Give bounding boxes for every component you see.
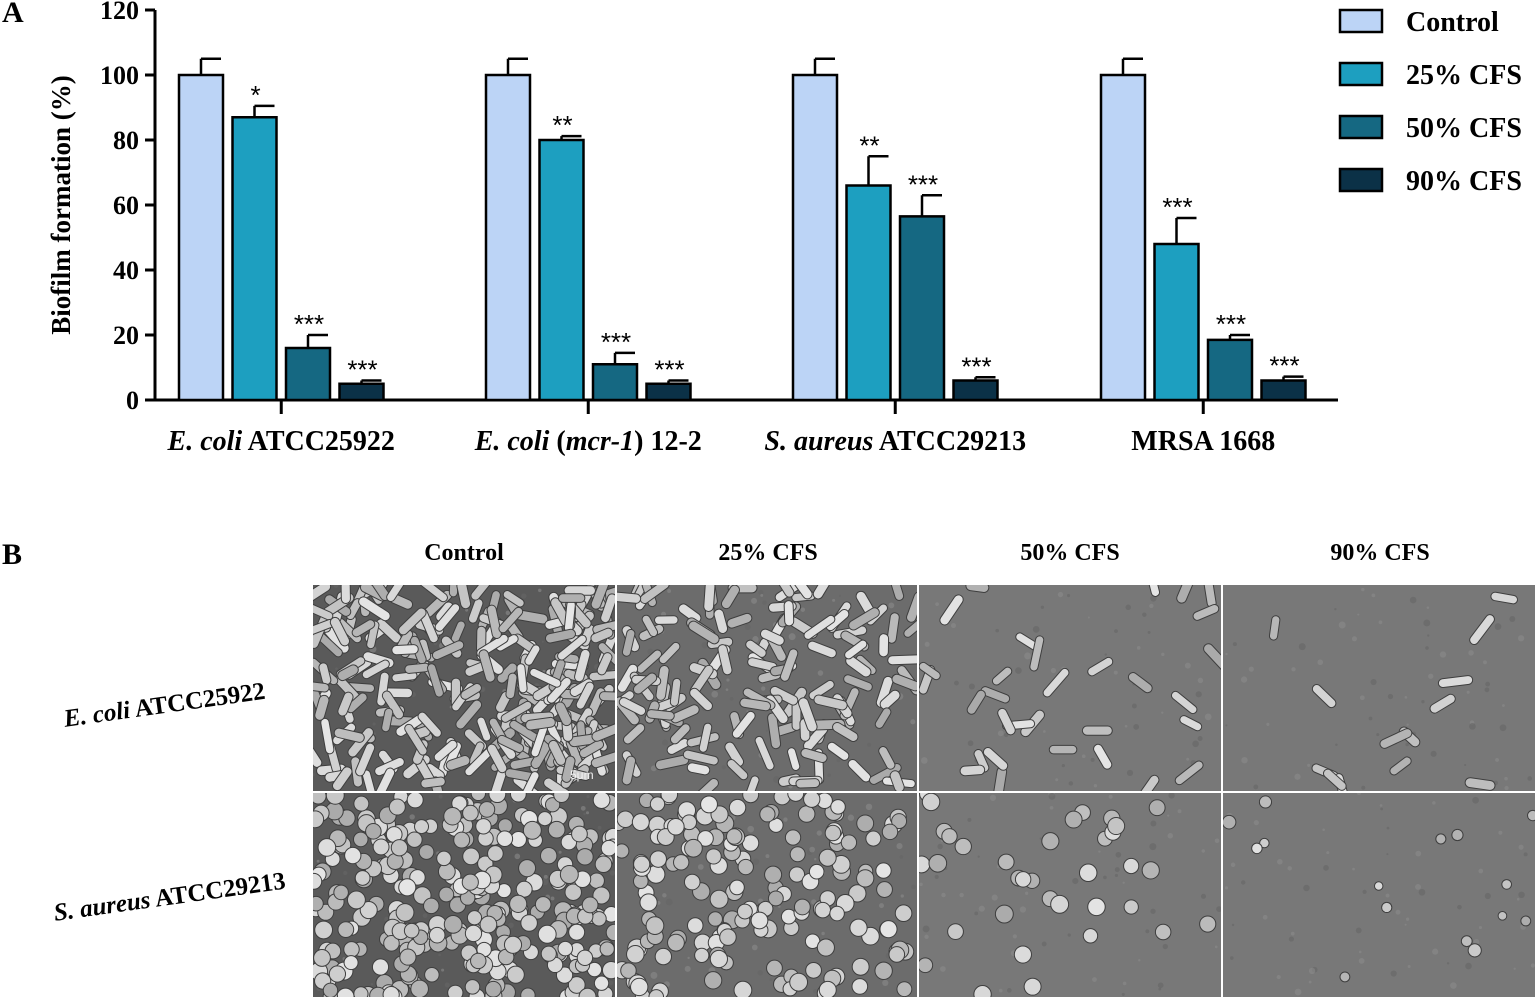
significance-1-3: ***	[294, 309, 324, 339]
y-axis-label: Biofilm formation (%)	[46, 75, 76, 334]
sem-title-25cfs: 25% CFS	[718, 540, 818, 566]
legend-swatch-1	[1338, 8, 1384, 34]
bar-3-1	[791, 73, 839, 402]
scale-bar-label: 5μm	[570, 768, 594, 782]
significance-4-2: ***	[1162, 192, 1192, 222]
significance-2-3: ***	[601, 327, 631, 357]
bar-4-4	[1260, 379, 1307, 402]
y-tick-label-120: 120	[100, 0, 139, 25]
bar-3-4	[952, 379, 999, 402]
legend-label-2: 25% CFS	[1406, 60, 1522, 91]
legend-label-4: 90% CFS	[1406, 166, 1522, 197]
bar-3-2	[845, 184, 892, 402]
sem-row-label-ecoli: E. coli ATCC25922	[62, 678, 267, 734]
x-tick-label-3: S. aureus ATCC29213	[764, 426, 1026, 457]
significance-2-4: ***	[654, 355, 684, 385]
bar-4-3	[1206, 338, 1254, 402]
bar-1-3	[284, 346, 332, 402]
sem-image-r1-c4	[1223, 585, 1535, 791]
sem-image-grid	[313, 585, 1535, 997]
y-tick-label-40: 40	[113, 256, 139, 285]
bar-2-4	[645, 382, 692, 402]
sem-image-r2-c2	[617, 793, 917, 997]
sem-row-label-ecoli-italic: E. coli	[62, 696, 132, 733]
sem-row-label-saureus-rest: ATCC29213	[148, 867, 288, 914]
x-tick-label-1: E. coli ATCC25922	[167, 426, 395, 457]
sem-row-label-ecoli-rest: ATCC25922	[128, 677, 267, 724]
sem-image-r1-c3	[919, 585, 1221, 791]
y-tick-label-0: 0	[126, 386, 139, 415]
legend-swatch-4	[1338, 167, 1384, 193]
significance-3-4: ***	[961, 351, 991, 381]
bar-2-1	[484, 73, 532, 402]
bar-2-2	[538, 138, 585, 402]
bar-4-1	[1099, 73, 1147, 402]
bar-2-3	[591, 363, 639, 402]
significance-3-2: **	[859, 130, 879, 160]
y-tick-label-80: 80	[113, 126, 139, 155]
legend-label-1: Control	[1406, 7, 1499, 38]
sem-title-90cfs: 90% CFS	[1330, 540, 1430, 566]
sem-title-50cfs: 50% CFS	[1020, 540, 1120, 566]
significance-1-2: *	[250, 80, 260, 110]
bar-1-4	[338, 382, 385, 402]
sem-title-control: Control	[424, 540, 504, 566]
sem-image-r1-c2	[617, 585, 917, 791]
sem-image-r2-c4	[1223, 793, 1535, 997]
sem-image-r2-c3	[919, 793, 1221, 997]
sem-row-label-saureus-italic: S. aureus	[52, 886, 153, 927]
bar-4-2	[1153, 242, 1200, 402]
x-tick-label-2: E. coli (mcr-1) 12-2	[474, 426, 702, 457]
bar-3-3	[898, 215, 946, 402]
significance-2-2: **	[552, 110, 572, 140]
bar-1-2	[231, 116, 278, 402]
y-tick-label-100: 100	[100, 61, 139, 90]
panel-a-label: A	[2, 0, 24, 29]
significance-4-4: ***	[1269, 351, 1299, 381]
sem-image-r1-c1	[313, 585, 615, 791]
x-tick-label-4: MRSA 1668	[1131, 426, 1275, 457]
sem-row-label-saureus: S. aureus ATCC29213	[52, 868, 287, 928]
bar-1-1	[177, 73, 225, 402]
panel-b-label: B	[2, 538, 23, 571]
legend-swatch-2	[1338, 61, 1384, 87]
significance-3-3: ***	[908, 169, 938, 199]
sem-image-r2-c1	[313, 793, 615, 997]
significance-1-4: ***	[347, 355, 377, 385]
significance-4-3: ***	[1216, 309, 1246, 339]
y-tick-label-60: 60	[113, 191, 139, 220]
y-tick-label-20: 20	[113, 321, 139, 350]
legend-label-3: 50% CFS	[1406, 113, 1522, 144]
legend-swatch-3	[1338, 114, 1384, 140]
